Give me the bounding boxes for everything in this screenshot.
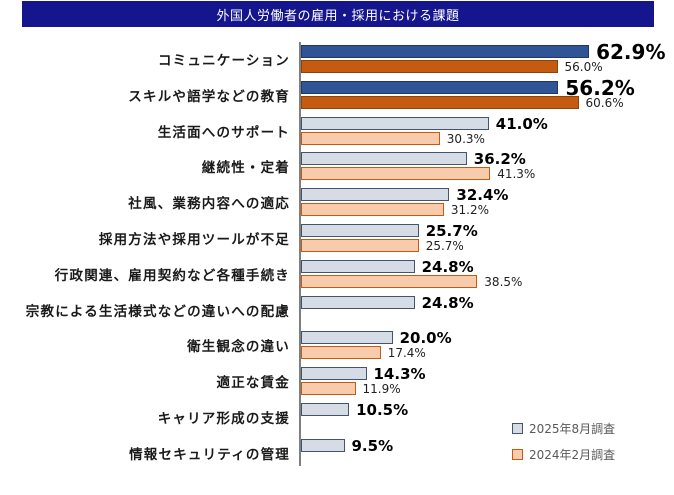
value-label-2025: 14.3% (373, 364, 426, 383)
bar-2024-series (301, 203, 444, 216)
bar-2024-series (301, 167, 491, 180)
value-label-2024: 30.3% (446, 131, 485, 146)
category-label: 採用方法や採用ツールが不足 (98, 231, 290, 248)
bar-2025-series (301, 117, 489, 130)
chart-row: 宗教による生活様式などの違いへの配慮 24.8% (0, 293, 674, 331)
value-label-2024: 11.9% (362, 381, 401, 396)
value-label-2024: 25.7% (425, 238, 464, 253)
bar-2024-series (301, 132, 440, 145)
value-label-2025: 56.2% (565, 75, 635, 100)
chart-row: 継続性・定着 36.2% 41.3% (0, 149, 674, 187)
bar-2025-series (301, 152, 467, 165)
bar-2024-series (301, 239, 419, 252)
value-label-2025: 32.4% (456, 185, 509, 204)
legend-item-2024: 2024年2月調査 (512, 446, 615, 463)
bar-group-2024: 60.6% (301, 95, 624, 110)
chart-row: キャリア形成の支援 10.5% (0, 400, 674, 438)
legend-item-2025: 2025年8月調査 (512, 420, 615, 437)
category-label: 衛生観念の違い (187, 338, 290, 355)
category-label: 宗教による生活様式などの違いへの配慮 (25, 303, 290, 320)
bar-group-2025: 24.8% (301, 257, 474, 276)
bar-group-2025: 32.4% (301, 185, 509, 204)
bar-group-2025: 14.3% (301, 364, 426, 383)
legend: 2025年8月調査 2024年2月調査 (512, 420, 615, 463)
chart-title-band: 外国人労働者の雇用・採用における課題 (22, 1, 654, 27)
chart-row: 社風、業務内容への適応 32.4% 31.2% (0, 185, 674, 223)
category-label: 行政関連、雇用契約など各種手続き (54, 267, 290, 284)
bar-group-2024: 25.7% (301, 238, 464, 253)
bar-group-2025: 56.2% (301, 76, 635, 100)
value-label-2024: 17.4% (387, 345, 426, 360)
value-label-2025: 62.9% (596, 39, 666, 64)
bar-group-2025: 24.8% (301, 293, 474, 312)
category-label: 生活面へのサポート (157, 124, 290, 141)
legend-swatch-2025-icon (512, 423, 523, 434)
value-label-2025: 24.8% (421, 293, 474, 312)
category-label: 継続性・定着 (201, 159, 290, 176)
bar-group-2025: 10.5% (301, 400, 409, 419)
category-label: キャリア形成の支援 (157, 410, 290, 427)
bar-group-2025: 36.2% (301, 149, 526, 168)
bar-group-2024: 17.4% (301, 345, 426, 360)
bar-group-2024: 41.3% (301, 166, 536, 181)
value-label-2024: 31.2% (450, 202, 490, 217)
category-label: コミュニケーション (157, 52, 290, 69)
bar-2024-series (301, 60, 558, 73)
legend-label-2024: 2024年2月調査 (529, 448, 616, 462)
bar-group-2024: 30.3% (301, 131, 485, 146)
bar-group-2024: 56.0% (301, 59, 603, 74)
bar-2025-series (301, 45, 590, 58)
value-label-2025: 20.0% (399, 328, 452, 347)
bar-2025-series (301, 260, 415, 273)
bar-2025-series (301, 331, 393, 344)
chart-row: 行政関連、雇用契約など各種手続き 24.8% 38.5% (0, 257, 674, 295)
bar-2025-series (301, 188, 450, 201)
bar-group-2024: 38.5% (301, 274, 523, 289)
chart-row: 適正な賃金 14.3% 11.9% (0, 364, 674, 402)
category-label: 情報セキュリティの管理 (129, 446, 290, 463)
bar-group-2025: 41.0% (301, 114, 548, 133)
category-label: 適正な賃金 (216, 374, 290, 391)
chart-row: コミュニケーション 62.9% 56.0% (0, 40, 674, 80)
bar-2024-series (301, 96, 579, 109)
chart-row: 情報セキュリティの管理 9.5% (0, 436, 674, 474)
value-label-2024: 41.3% (497, 166, 536, 181)
bar-2024-series (301, 275, 478, 288)
bar-2025-series (301, 439, 345, 452)
bar-group-2024: 31.2% (301, 202, 490, 217)
chart-title: 外国人労働者の雇用・採用における課題 (216, 8, 460, 24)
chart-row: スキルや語学などの教育 56.2% 60.6% (0, 76, 674, 116)
legend-label-2025: 2025年8月調査 (529, 422, 616, 436)
bar-2025-series (301, 367, 367, 380)
category-label: スキルや語学などの教育 (128, 88, 290, 105)
bar-group-2025: 9.5% (301, 436, 394, 455)
bar-2024-series (301, 382, 356, 395)
bar-2025-series (301, 296, 415, 309)
bar-group-2025: 62.9% (301, 40, 665, 64)
value-label-2024: 60.6% (585, 95, 624, 110)
bar-group-2024: 11.9% (301, 381, 401, 396)
value-label-2025: 41.0% (495, 114, 548, 133)
legend-swatch-2024-icon (512, 449, 523, 460)
bar-2024-series (301, 346, 381, 359)
category-label: 社風、業務内容への適応 (128, 195, 290, 212)
bar-2025-series (301, 224, 419, 237)
value-label-2024: 56.0% (564, 59, 603, 74)
chart-row: 採用方法や採用ツールが不足 25.7% 25.7% (0, 221, 674, 259)
bar-group-2025: 25.7% (301, 221, 478, 240)
bar-2025-series (301, 403, 350, 416)
y-axis-line (299, 42, 301, 466)
value-label-2025: 10.5% (356, 400, 409, 419)
chart-row: 生活面へのサポート 41.0% 30.3% (0, 114, 674, 152)
value-label-2025: 24.8% (421, 257, 474, 276)
bar-2025-series (301, 81, 559, 94)
value-label-2025: 25.7% (425, 221, 478, 240)
chart-row: 衛生観念の違い 20.0% 17.4% (0, 328, 674, 366)
value-label-2025: 9.5% (351, 436, 394, 455)
value-label-2024: 38.5% (484, 274, 523, 289)
value-label-2025: 36.2% (473, 149, 526, 168)
bar-group-2025: 20.0% (301, 328, 452, 347)
